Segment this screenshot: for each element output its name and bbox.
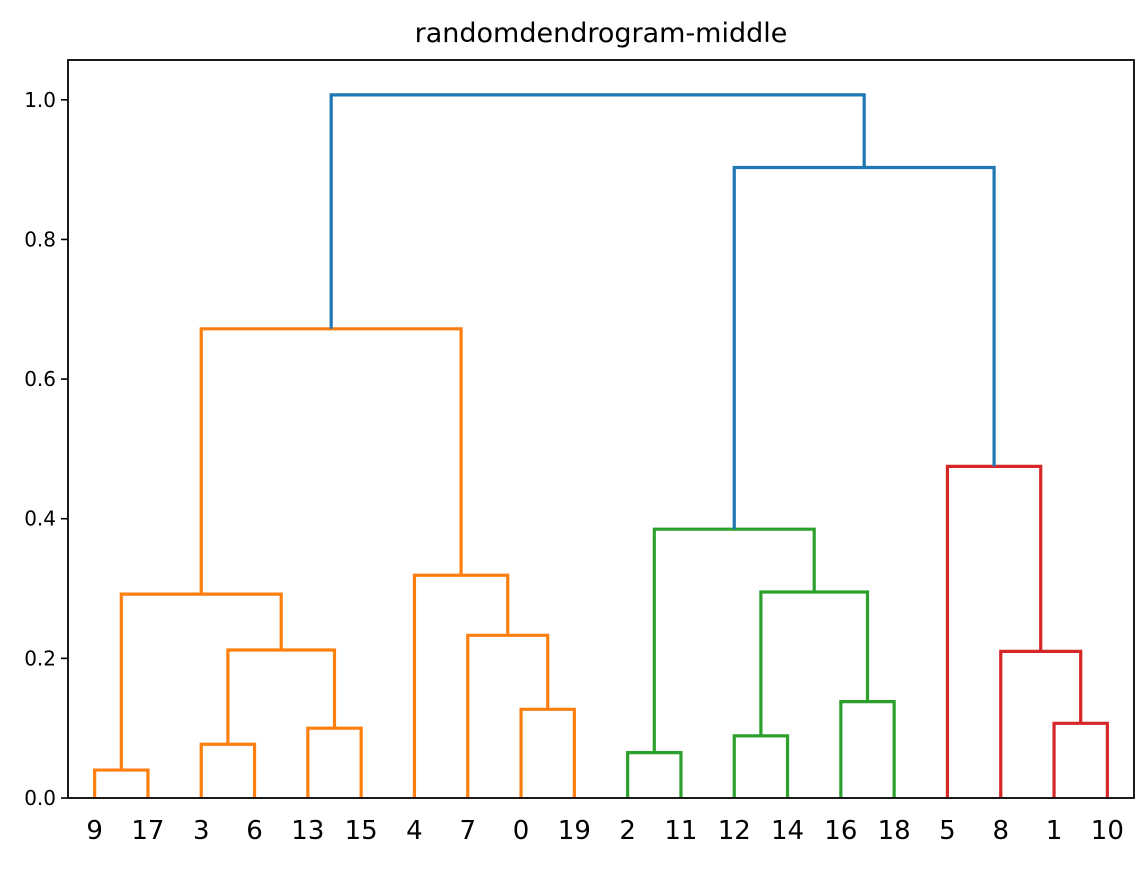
leaf-label: 16 bbox=[824, 816, 857, 846]
chart-title: randomdendrogram-middle bbox=[415, 18, 788, 49]
dendrogram-link bbox=[329, 93, 866, 329]
leaf-label: 2 bbox=[619, 816, 636, 846]
leaf-label: 14 bbox=[771, 816, 804, 846]
dendrogram-link bbox=[945, 464, 1043, 798]
y-tick-label: 1.0 bbox=[24, 88, 56, 112]
leaf-label: 10 bbox=[1091, 816, 1124, 846]
leaf-label: 5 bbox=[939, 816, 956, 846]
leaf-label: 7 bbox=[459, 816, 476, 846]
y-tick-label: 0.4 bbox=[24, 507, 56, 531]
leaf-label: 13 bbox=[291, 816, 324, 846]
dendrogram-link bbox=[519, 707, 576, 798]
dendrogram-link bbox=[119, 592, 283, 771]
leaf-label: 18 bbox=[878, 816, 911, 846]
dendrogram-link bbox=[199, 327, 463, 595]
leaf-label: 0 bbox=[513, 816, 530, 846]
y-tick-label: 0.2 bbox=[24, 646, 56, 670]
dendrogram-link bbox=[759, 590, 870, 736]
dendrogram-links bbox=[93, 93, 1109, 798]
leaf-label: 1 bbox=[1046, 816, 1063, 846]
dendrogram-link bbox=[93, 768, 150, 798]
y-tick-label: 0.8 bbox=[24, 227, 56, 251]
dendrogram-link bbox=[1052, 721, 1109, 798]
plot-frame bbox=[67, 59, 1135, 799]
y-axis: 0.0 0.2 0.4 0.6 0.8 1.0 bbox=[24, 88, 68, 810]
dendrogram-link bbox=[839, 700, 896, 798]
leaf-label: 3 bbox=[193, 816, 210, 846]
dendrogram-link bbox=[306, 726, 363, 798]
dendrogram-link bbox=[626, 751, 683, 798]
y-tick-label: 0.0 bbox=[24, 786, 56, 810]
leaf-label: 12 bbox=[718, 816, 751, 846]
leaf-label: 4 bbox=[406, 816, 423, 846]
dendrogram-link bbox=[466, 633, 550, 798]
leaf-label: 9 bbox=[86, 816, 103, 846]
dendrogram-link bbox=[199, 742, 257, 798]
leaf-label: 19 bbox=[558, 816, 591, 846]
dendrogram-link bbox=[652, 527, 816, 753]
leaf-label: 17 bbox=[131, 816, 164, 846]
dendrogram-link bbox=[732, 165, 996, 530]
y-tick-label: 0.6 bbox=[24, 367, 56, 391]
leaf-labels: 9 17 3 6 13 15 4 7 0 19 2 11 12 14 16 18 5 8 1 10 bbox=[86, 816, 1124, 846]
dendrogram-link bbox=[226, 648, 337, 745]
leaf-label: 15 bbox=[345, 816, 378, 846]
dendrogram-link bbox=[412, 573, 510, 798]
leaf-label: 11 bbox=[664, 816, 697, 846]
dendrogram-link bbox=[732, 734, 790, 798]
leaf-label: 8 bbox=[992, 816, 1009, 846]
dendrogram-link bbox=[999, 649, 1083, 798]
leaf-label: 6 bbox=[246, 816, 263, 846]
